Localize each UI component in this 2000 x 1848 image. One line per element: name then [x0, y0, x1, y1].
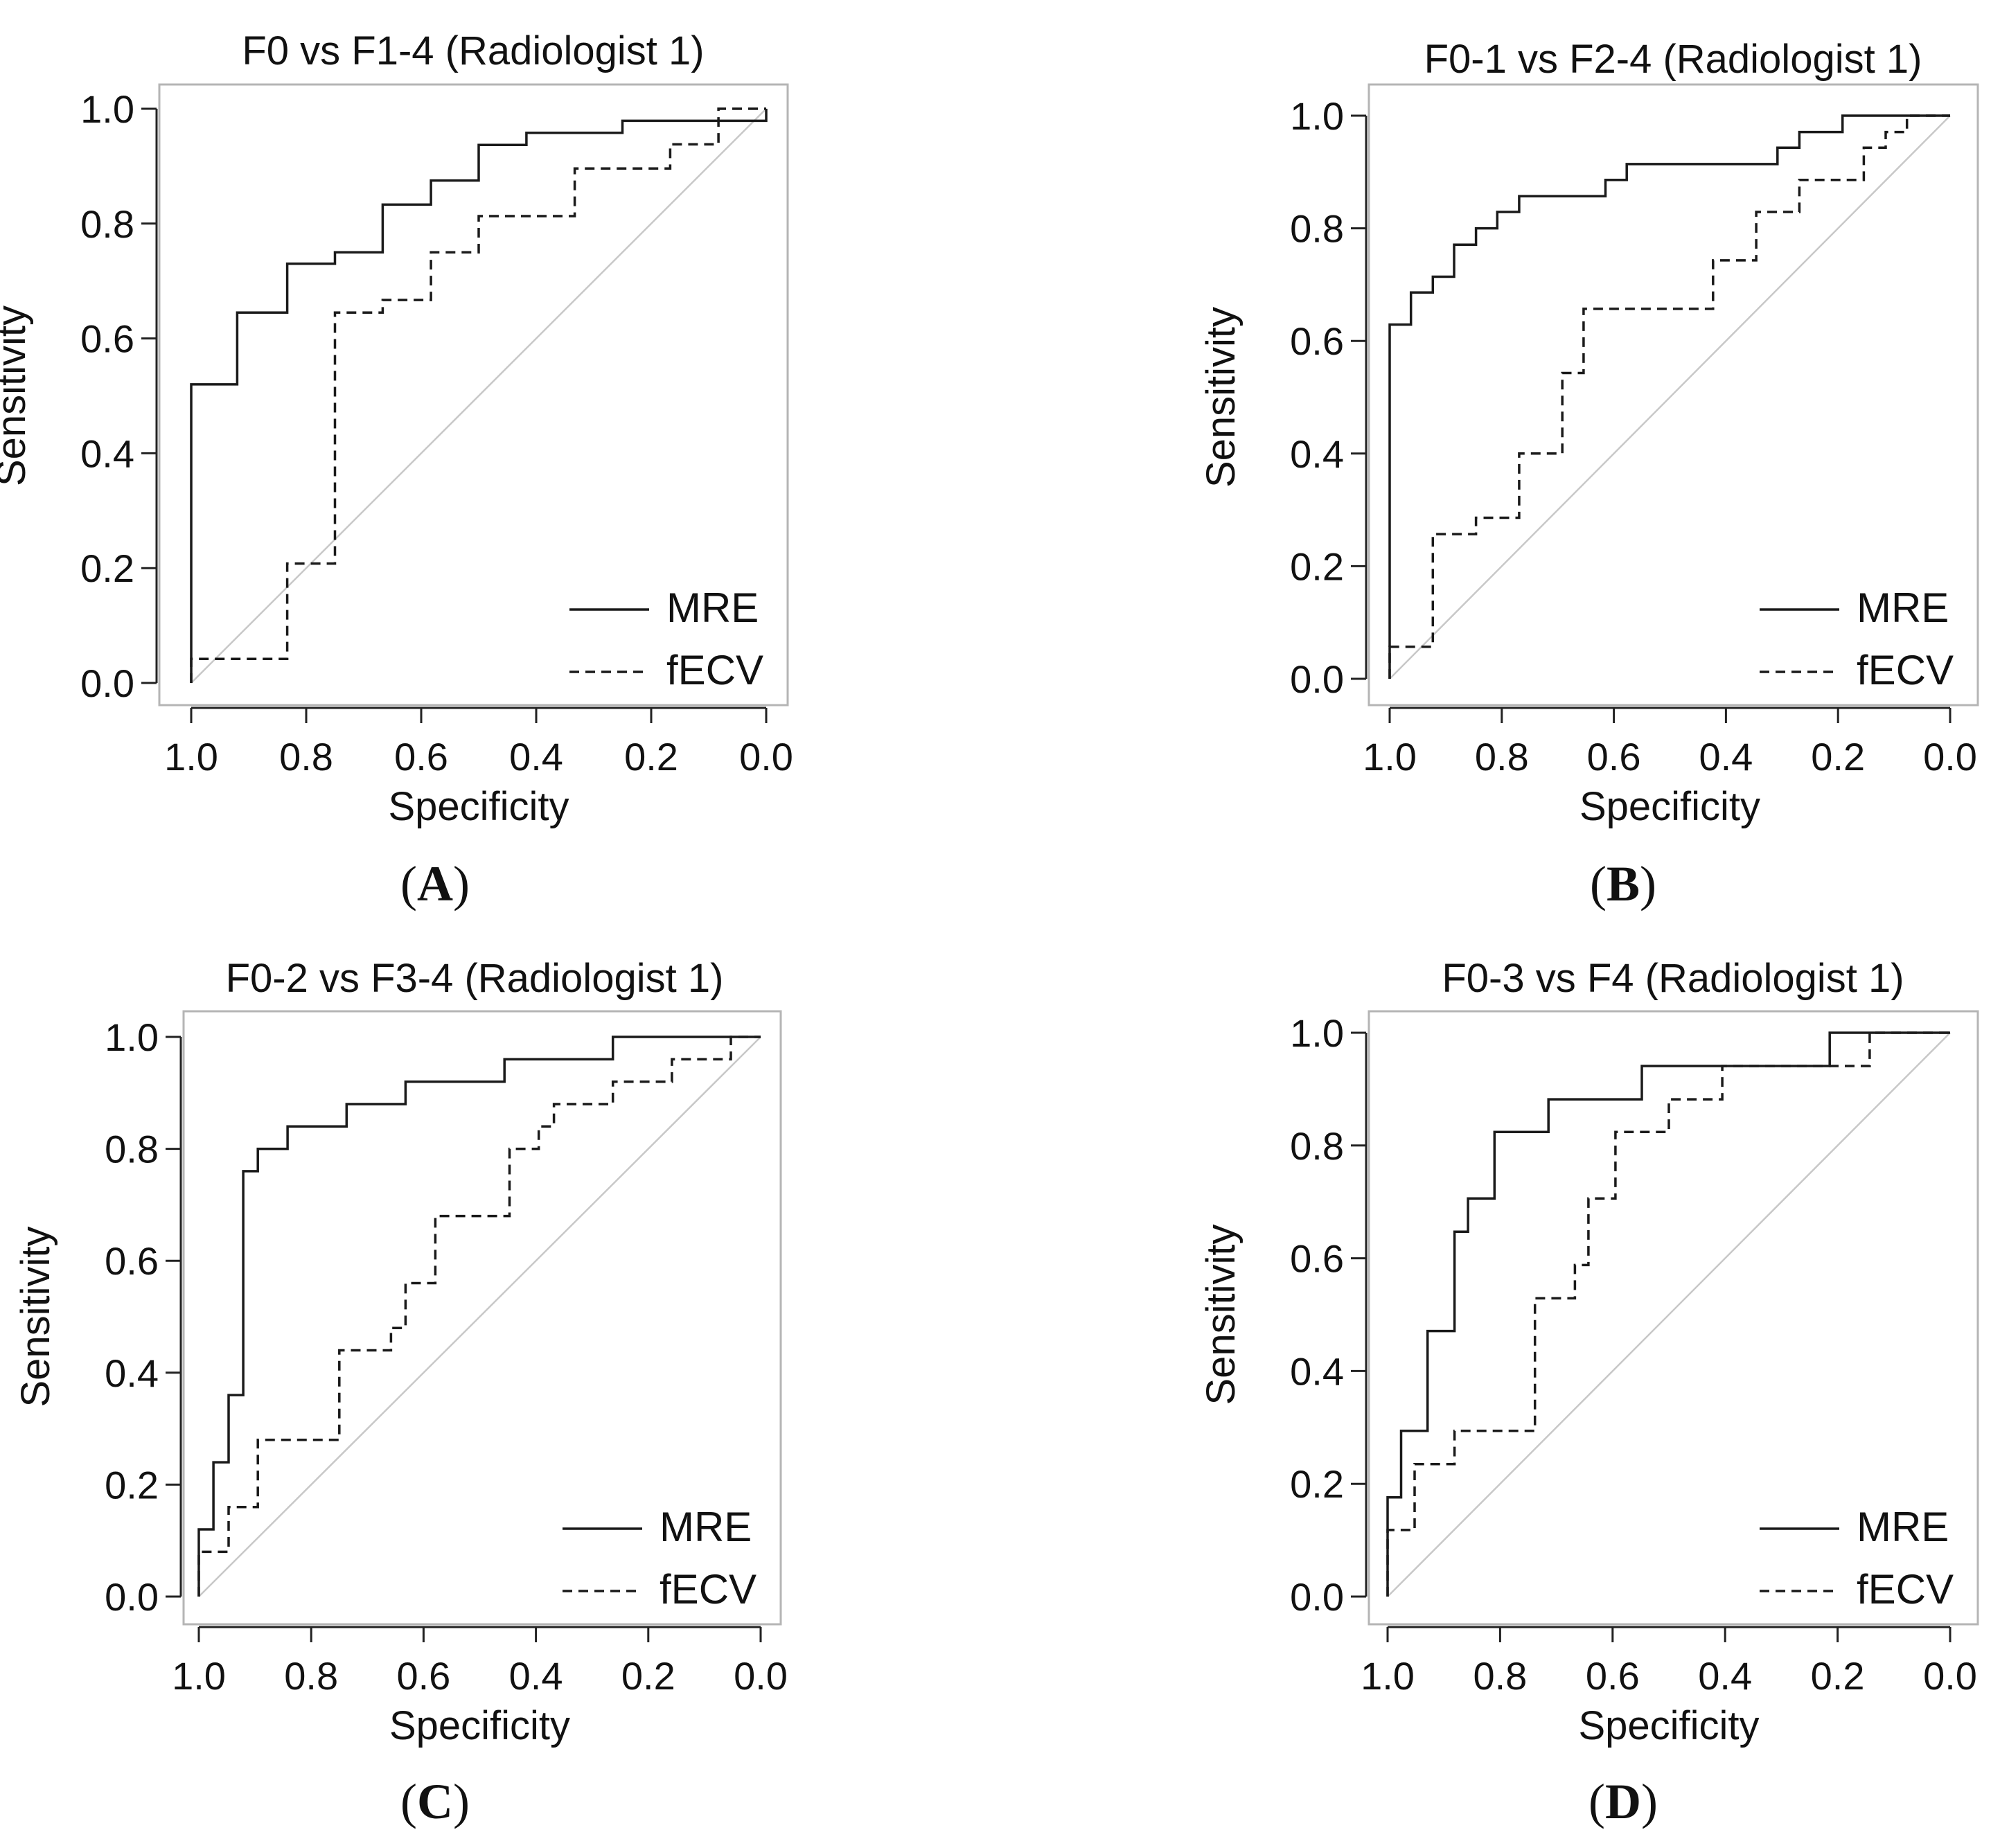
- x-tick-label: 1.0: [164, 735, 218, 779]
- y-tick-label: 0.8: [80, 202, 134, 246]
- y-tick-label: 0.6: [1290, 1237, 1344, 1281]
- y-tick-label: 0.4: [105, 1351, 159, 1395]
- y-tick-label: 0.4: [1290, 1349, 1344, 1393]
- y-tick-label: 0.0: [1290, 657, 1344, 701]
- x-tick-label: 0.4: [1699, 735, 1753, 779]
- roc-curve-mre: [1386, 1031, 1950, 1597]
- roc-curve-mre: [1388, 114, 1950, 679]
- plot-frame: [1368, 1010, 1979, 1626]
- reference-diagonal-line: [1389, 115, 1951, 679]
- reference-diagonal-line: [1387, 1032, 1951, 1597]
- roc-panel-a: 0.0 0.2 0.4 0.6 0.8 1.0 1.0 0.8 0.6 0.4 0.2 0.0 Spec…: [0, 28, 793, 912]
- y-tick-label: 1.0: [1290, 94, 1344, 138]
- x-tick-label: 0.0: [1923, 1654, 1977, 1698]
- plot-frame: [182, 1010, 782, 1626]
- x-tick-label: 0.0: [734, 1654, 788, 1698]
- x-tick-label: 0.2: [621, 1654, 675, 1698]
- y-tick-label: 0.8: [1290, 1124, 1344, 1168]
- chart-title: F0-2 vs F3-4 (Radiologist 1): [226, 956, 724, 1001]
- x-tick-label: 0.4: [509, 735, 563, 779]
- x-tick-label: 0.8: [279, 735, 333, 779]
- x-tick-label: 0.8: [1475, 735, 1529, 779]
- roc-panel-b: 0.0 0.2 0.4 0.6 0.8 1.0 1.0 0.8 0.6 0.4 0.2 0.0 Spec…: [1198, 37, 1979, 912]
- y-tick-label: 0.2: [105, 1463, 159, 1507]
- plot-frame: [1368, 83, 1979, 707]
- y-tick-label: 0.0: [1290, 1575, 1344, 1619]
- legend-label-mre: MRE: [666, 585, 759, 631]
- x-axis-label: Specificity: [1578, 1703, 1759, 1748]
- y-tick-label: 0.6: [105, 1239, 159, 1283]
- y-axis-label: Sensitivity: [13, 1226, 58, 1407]
- roc-curve-fecv: [190, 107, 766, 683]
- y-tick-label: 1.0: [105, 1015, 159, 1059]
- x-tick-label: 0.4: [509, 1654, 563, 1698]
- roc-curve-fecv: [1388, 114, 1950, 679]
- y-tick-label: 0.4: [1290, 432, 1344, 476]
- legend-label-fecv: fECV: [1857, 1566, 1954, 1612]
- y-tick-label: 0.8: [105, 1128, 159, 1171]
- y-tick-label: 1.0: [80, 87, 134, 131]
- y-tick-label: 1.0: [1290, 1011, 1344, 1055]
- panel-label: (B): [1590, 856, 1656, 912]
- y-tick-label: 0.0: [80, 661, 134, 705]
- chart-title: F0-3 vs F4 (Radiologist 1): [1442, 956, 1904, 1001]
- plot-frame: [158, 83, 789, 707]
- x-tick-label: 0.2: [1811, 1654, 1865, 1698]
- x-tick-label: 0.4: [1698, 1654, 1752, 1698]
- chart-title: F0 vs F1-4 (Radiologist 1): [242, 28, 704, 73]
- y-tick-label: 0.2: [80, 547, 134, 590]
- roc-panel-d: 0.0 0.2 0.4 0.6 0.8 1.0 1.0 0.8 0.6 0.4 0.2 0.0 Spec…: [1198, 956, 1979, 1829]
- x-tick-label: 0.8: [1473, 1654, 1527, 1698]
- y-tick-label: 0.8: [1290, 207, 1344, 251]
- roc-curve-mre: [197, 1036, 761, 1597]
- x-tick-label: 0.2: [624, 735, 678, 779]
- x-tick-label: 0.6: [1587, 735, 1641, 779]
- legend-label-mre: MRE: [660, 1504, 752, 1550]
- y-axis-label: Sensitivity: [1198, 1224, 1244, 1405]
- y-axis-label: Sensitivity: [1198, 307, 1244, 488]
- y-tick-label: 0.6: [80, 317, 134, 361]
- x-tick-label: 0.8: [284, 1654, 338, 1698]
- x-axis-label: Specificity: [388, 784, 569, 829]
- y-tick-label: 0.6: [1290, 319, 1344, 363]
- x-tick-label: 1.0: [1361, 1654, 1415, 1698]
- legend-label-fecv: fECV: [660, 1566, 756, 1612]
- y-tick-label: 0.2: [1290, 1462, 1344, 1506]
- x-tick-label: 0.0: [739, 735, 793, 779]
- y-tick-label: 0.4: [80, 432, 134, 475]
- panel-label: (C): [400, 1774, 470, 1829]
- x-tick-label: 0.2: [1811, 735, 1865, 779]
- x-tick-label: 1.0: [172, 1654, 226, 1698]
- y-tick-label: 0.0: [105, 1575, 159, 1619]
- x-tick-label: 1.0: [1363, 735, 1417, 779]
- legend-label-fecv: fECV: [1857, 647, 1954, 693]
- roc-curve-fecv: [1386, 1031, 1950, 1597]
- x-axis-label: Specificity: [389, 1703, 570, 1748]
- legend-label-mre: MRE: [1857, 1504, 1949, 1550]
- y-axis-label: Sensitivity: [0, 305, 34, 486]
- roc-curve-mre: [190, 109, 768, 683]
- x-tick-label: 0.6: [394, 735, 448, 779]
- x-tick-label: 0.0: [1923, 735, 1977, 779]
- chart-title: F0-1 vs F2-4 (Radiologist 1): [1424, 37, 1922, 82]
- panel-label: (D): [1589, 1774, 1658, 1829]
- chart-layer: 0.0 0.2 0.4 0.6 0.8 1.0 1.0 0.8 0.6 0.4 0.2 0.0 Spec…: [0, 28, 1979, 1829]
- x-tick-label: 0.6: [396, 1654, 450, 1698]
- y-tick-label: 0.2: [1290, 544, 1344, 588]
- x-axis-label: Specificity: [1579, 784, 1760, 829]
- legend-label-fecv: fECV: [666, 647, 763, 693]
- reference-diagonal-line: [198, 1036, 761, 1597]
- x-tick-label: 0.6: [1586, 1654, 1640, 1698]
- panel-label: (A): [400, 856, 470, 912]
- roc-panel-c: 0.0 0.2 0.4 0.6 0.8 1.0 1.0 0.8 0.6 0.4 0.2 0.0 Spec…: [13, 956, 788, 1829]
- legend-label-mre: MRE: [1857, 585, 1949, 631]
